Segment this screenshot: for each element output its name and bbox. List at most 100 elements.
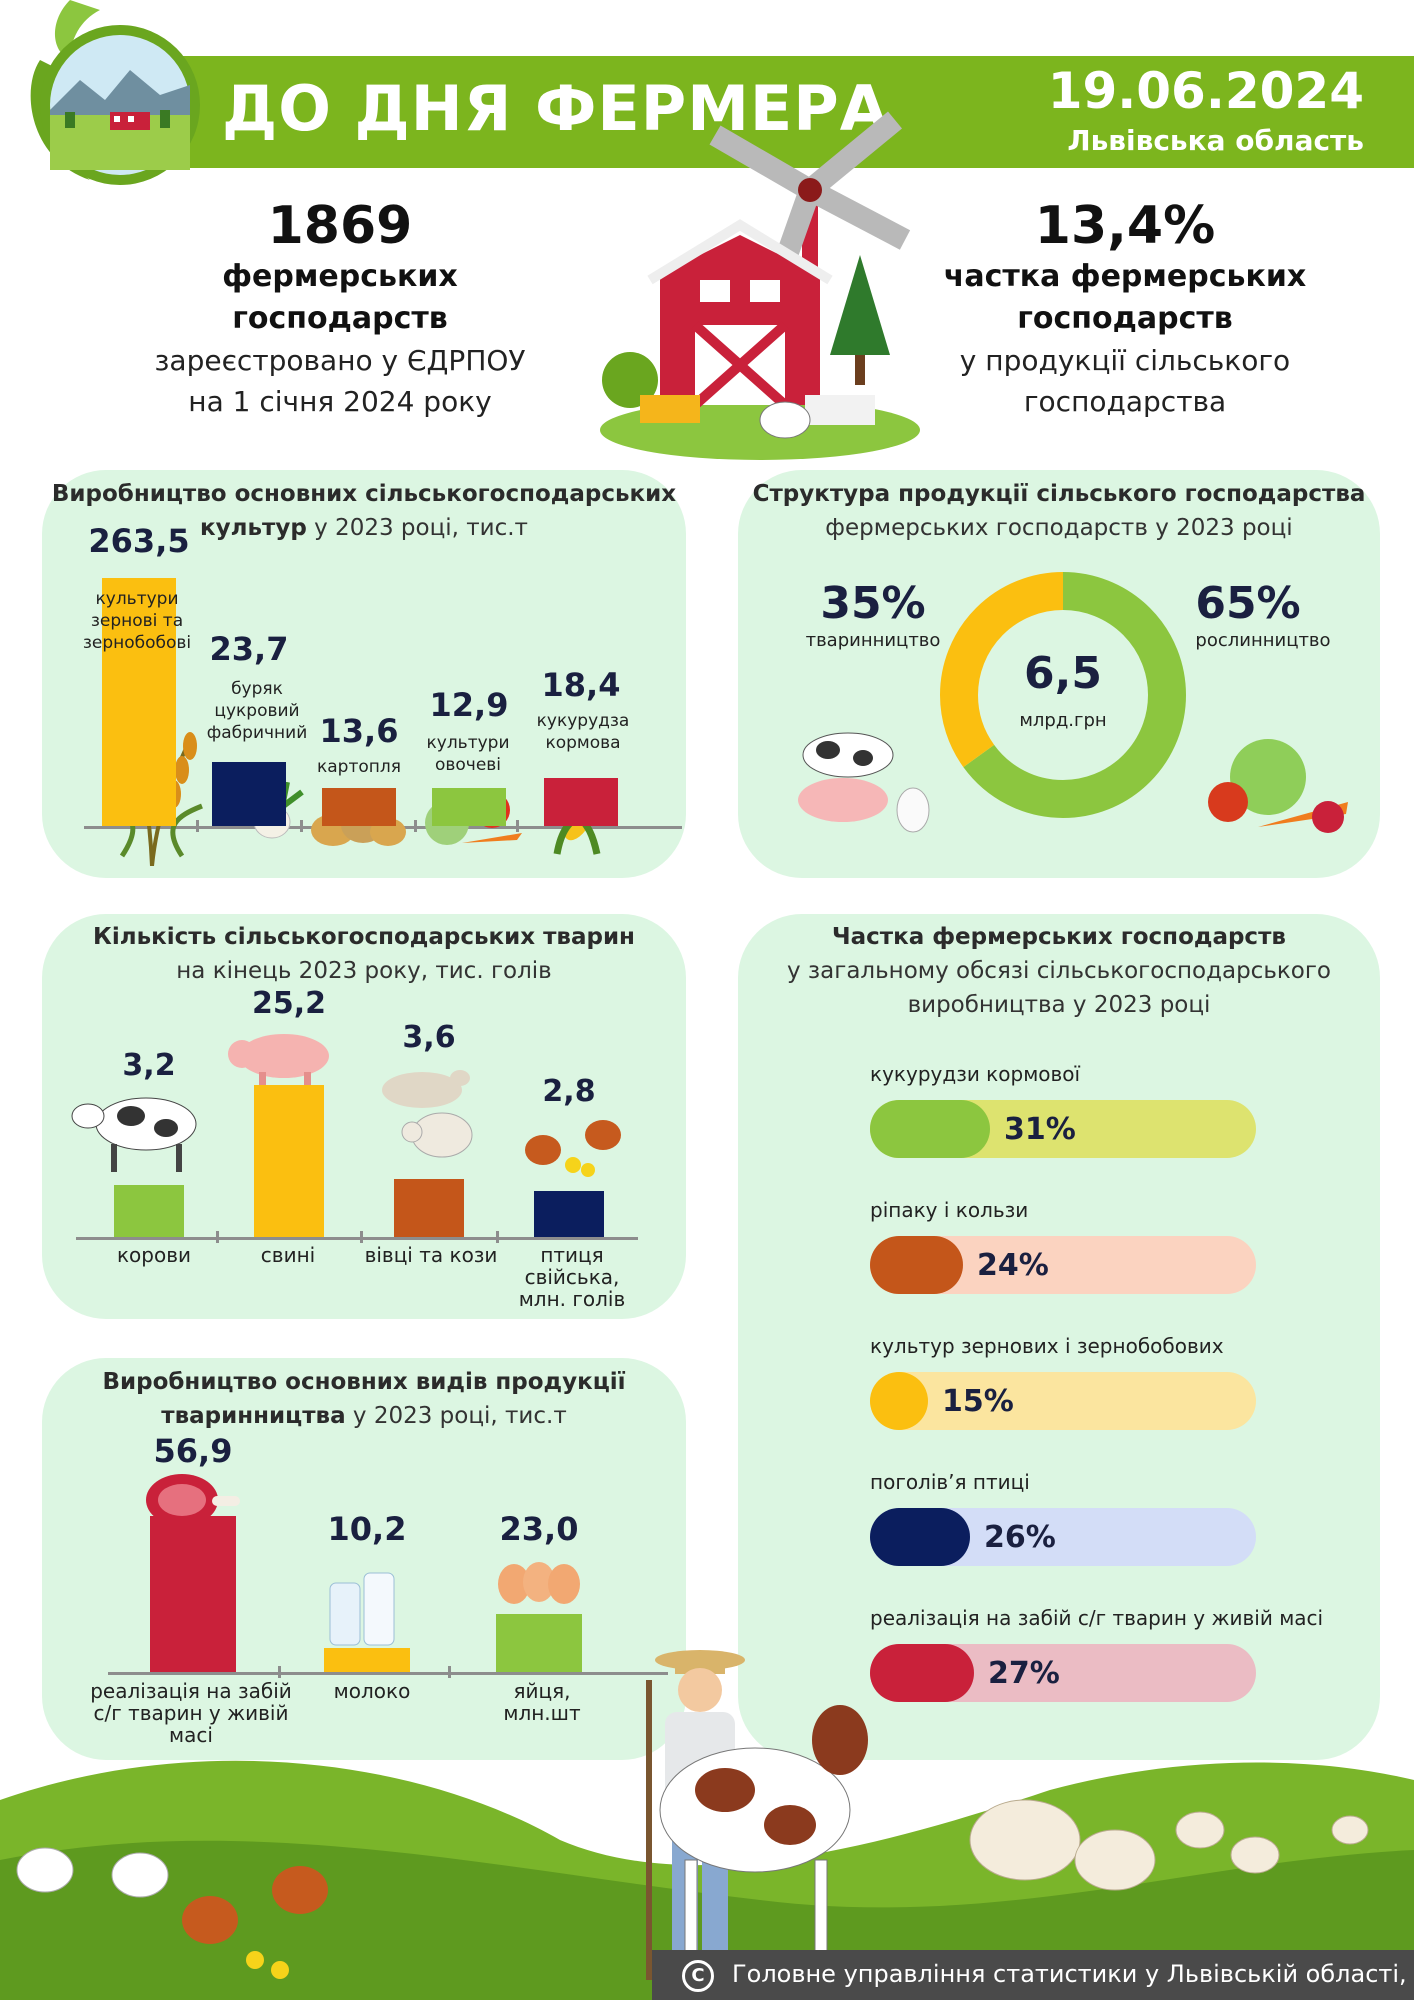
header-banner (150, 56, 1414, 168)
farms-share-stat: 13,4% частка фермерських господарств у п… (900, 196, 1350, 422)
crops-title: Виробництво основних сільськогосподарськ… (51, 481, 677, 541)
farms-share-text-1: у продукції сільського (959, 344, 1291, 377)
share-bar-fill (870, 1372, 928, 1430)
structure-donut-chart (940, 572, 1186, 818)
shares-panel: Частка фермерських господарств у загально… (738, 914, 1380, 1760)
livestock-bar (150, 1516, 236, 1672)
copyright-icon: C (682, 1960, 714, 1992)
donut-slice (940, 572, 1186, 818)
crop-category-label-line: кормова (545, 733, 621, 753)
share-label: культур зернових і зернобобових (870, 1334, 1224, 1358)
crop-category-label-line: цукровий (214, 701, 300, 721)
livestock-category-label: молоко (312, 1680, 432, 1702)
crop-category-label-line: овочеві (434, 755, 502, 775)
farms-count-bold-1: фермерських (222, 259, 458, 294)
share-bar-track: 27% (870, 1644, 1256, 1702)
livestock-value-label: 56,9 (153, 1432, 233, 1470)
crop-bar (544, 778, 618, 826)
share-percent-label: 27% (988, 1656, 1060, 1691)
farms-count-text-2: на 1 січня 2024 року (188, 385, 492, 418)
livestock-share-value: 35% (820, 578, 926, 629)
animals-axis-tick (496, 1231, 499, 1243)
livestock-category-label: яйця, млн.шт (482, 1680, 602, 1724)
crop-bar (432, 788, 506, 826)
livestock-category-label-line: молоко (333, 1679, 411, 1703)
livestock-bar (496, 1614, 582, 1672)
animal-category-label-line: млн. голів (518, 1287, 626, 1311)
livestock-category-label-line: млн.шт (503, 1701, 581, 1725)
animal-category-label-line: свині (260, 1243, 316, 1267)
crops-axis-tick (300, 820, 303, 832)
livestock-axis (108, 1672, 668, 1675)
crops-axis-tick (414, 820, 417, 832)
pig-icon (228, 1034, 329, 1092)
share-label: кукурудзи кормової (870, 1062, 1081, 1086)
crop-value-label: 23,7 (209, 630, 289, 668)
eggs-icon (498, 1562, 580, 1604)
crop-category-label: культури овочеві (412, 732, 524, 776)
header-date: 19.06.2024 (1047, 62, 1364, 120)
share-label: ріпаку і кользи (870, 1198, 1029, 1222)
animal-category-label-line: птиця (540, 1243, 604, 1267)
vegetables-basket-icon (1208, 739, 1348, 833)
farms-share-bold-2: господарств (1017, 301, 1233, 336)
livestock-value-label: 10,2 (327, 1510, 407, 1548)
crop-category-label-line: зернові та (90, 611, 184, 631)
crops-share-label: рослинництво (1195, 630, 1331, 651)
animal-bar (254, 1085, 324, 1237)
structure-panel: Структура продукції сільського господарс… (738, 470, 1380, 878)
crops-panel: Виробництво основних сільськогосподарськ… (42, 470, 686, 878)
animal-value-label: 2,8 (542, 1074, 596, 1109)
farms-count-number: 1869 (267, 196, 413, 256)
animal-category-label: свині (238, 1244, 338, 1266)
share-bar-fill (870, 1100, 990, 1158)
share-percent-label: 26% (984, 1520, 1056, 1555)
farms-share-bold-1: частка фермерських (943, 259, 1307, 294)
animal-bar (114, 1185, 184, 1237)
share-bar-fill (870, 1644, 974, 1702)
animals-axis-tick (216, 1231, 219, 1243)
share-percent-label: 15% (942, 1384, 1014, 1419)
farms-share-text-2: господарства (1023, 385, 1227, 418)
share-percent-label: 24% (977, 1248, 1049, 1283)
crop-value-label: 18,4 (541, 666, 621, 704)
livestock-products-title: Виробництво основних видів продукції твар… (102, 1369, 626, 1429)
crop-category-label: картопля (304, 756, 414, 778)
livestock-category-label-line: реалізація на забій (90, 1679, 292, 1703)
footer-bar: C Головне управління статистики у Львівс… (652, 1950, 1414, 2000)
milk-bottles-icon (329, 1572, 395, 1646)
header-region: Львівська область (1067, 124, 1364, 157)
share-bar-track: 24% (870, 1236, 1256, 1294)
crop-value-label: 12,9 (429, 686, 509, 724)
livestock-category-label: реалізація на забій с/г тварин у живій мас… (86, 1680, 296, 1746)
farm-animals-icon (798, 732, 930, 833)
livestock-category-label-line: яйця, (513, 1679, 571, 1703)
share-label: реалізація на забій с/г тварин у живій м… (870, 1606, 1324, 1630)
animal-bar (534, 1191, 604, 1237)
animal-category-label: птиця свійська, млн. голів (502, 1244, 642, 1310)
crop-category-label: культури зернові та зернобобові (82, 588, 192, 654)
animals-axis (76, 1237, 638, 1240)
share-bar-track: 31% (870, 1100, 1256, 1158)
animal-category-label: вівці та кози (356, 1244, 506, 1266)
farms-count-bold-2: господарств (232, 301, 448, 336)
farms-count-stat: 1869 фермерських господарств зареєстрова… (120, 196, 560, 422)
crop-bar (102, 578, 176, 826)
livestock-value-label: 23,0 (499, 1510, 579, 1548)
crop-category-label-line: зернобобові (82, 633, 192, 653)
crop-category-label: кукурудза кормова (520, 710, 646, 754)
share-bar-track: 15% (870, 1372, 1256, 1430)
farm-meadow-illustration (0, 1650, 1414, 2000)
livestock-axis-tick (278, 1666, 281, 1678)
crop-category-label-line: буряк (231, 679, 283, 699)
crop-bar (212, 762, 286, 826)
share-bar-track: 26% (870, 1508, 1256, 1566)
animals-panel: Кількість сільськогосподарських тварин на… (42, 914, 686, 1319)
share-bar-fill (870, 1508, 970, 1566)
livestock-share-label: тваринництво (805, 630, 941, 651)
page-title: ДО ДНЯ ФЕРМЕРА (222, 72, 889, 145)
donut-center-value: 6,5 (1024, 648, 1102, 699)
animals-axis-tick (360, 1231, 363, 1243)
share-percent-label: 31% (1004, 1112, 1076, 1147)
animal-category-label-line: корови (116, 1243, 192, 1267)
